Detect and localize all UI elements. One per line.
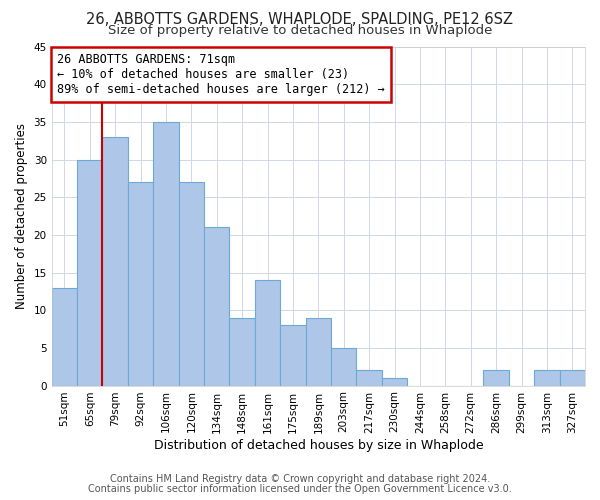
Bar <box>52 288 77 386</box>
Bar <box>534 370 560 386</box>
Text: Contains HM Land Registry data © Crown copyright and database right 2024.: Contains HM Land Registry data © Crown c… <box>110 474 490 484</box>
Bar <box>356 370 382 386</box>
Bar <box>255 280 280 386</box>
Bar <box>179 182 204 386</box>
Bar <box>103 137 128 386</box>
Bar <box>305 318 331 386</box>
Y-axis label: Number of detached properties: Number of detached properties <box>15 123 28 309</box>
Bar <box>484 370 509 386</box>
Text: 26 ABBOTTS GARDENS: 71sqm
← 10% of detached houses are smaller (23)
89% of semi-: 26 ABBOTTS GARDENS: 71sqm ← 10% of detac… <box>57 54 385 96</box>
Text: 26, ABBOTTS GARDENS, WHAPLODE, SPALDING, PE12 6SZ: 26, ABBOTTS GARDENS, WHAPLODE, SPALDING,… <box>86 12 514 28</box>
Bar <box>280 326 305 386</box>
Bar <box>560 370 585 386</box>
Bar <box>382 378 407 386</box>
Bar <box>229 318 255 386</box>
Bar <box>77 160 103 386</box>
Bar <box>153 122 179 386</box>
Bar <box>204 228 229 386</box>
Text: Size of property relative to detached houses in Whaplode: Size of property relative to detached ho… <box>108 24 492 37</box>
Text: Contains public sector information licensed under the Open Government Licence v3: Contains public sector information licen… <box>88 484 512 494</box>
Bar <box>331 348 356 386</box>
X-axis label: Distribution of detached houses by size in Whaplode: Distribution of detached houses by size … <box>154 440 483 452</box>
Bar <box>128 182 153 386</box>
